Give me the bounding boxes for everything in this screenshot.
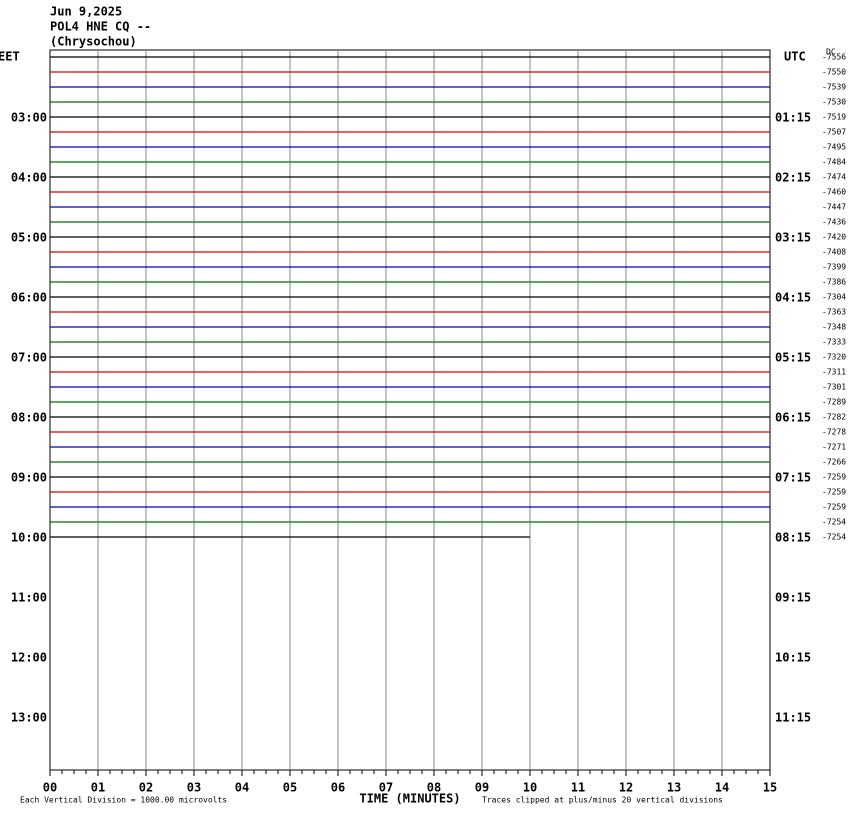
right-axis-label: 10:15 xyxy=(775,651,811,665)
offset-label: -7436 xyxy=(822,218,846,227)
x-tick-label: 12 xyxy=(619,781,633,795)
offset-label: -7460 xyxy=(822,188,846,197)
x-tick-label: 02 xyxy=(139,781,153,795)
left-axis-label: 05:00 xyxy=(11,231,47,245)
x-tick-label: 11 xyxy=(571,781,585,795)
left-axis-label: 06:00 xyxy=(11,291,47,305)
right-axis-label: 07:15 xyxy=(775,471,811,485)
x-tick-label: 13 xyxy=(667,781,681,795)
x-tick-label: 09 xyxy=(475,781,489,795)
clip-note: Traces clipped at plus/minus 20 vertical… xyxy=(482,796,723,805)
left-axis-label: 07:00 xyxy=(11,351,47,365)
offset-label: -7259 xyxy=(822,473,846,482)
left-axis-label: 09:00 xyxy=(11,471,47,485)
right-axis-label: 03:15 xyxy=(775,231,811,245)
date: Jun 9,2025 xyxy=(50,5,122,19)
x-tick-label: 15 xyxy=(763,781,777,795)
left-axis-label: 03:00 xyxy=(11,111,47,125)
scale-note: Each Vertical Division = 1000.00 microvo… xyxy=(20,796,227,805)
plot-frame xyxy=(49,49,771,771)
left-axis-label: 04:00 xyxy=(11,171,47,185)
offset-label: -7282 xyxy=(822,413,846,422)
offset-label: -7386 xyxy=(822,278,846,287)
offset-label: -7550 xyxy=(822,68,846,77)
offset-label: -7408 xyxy=(822,248,846,257)
x-tick-label: 10 xyxy=(523,781,537,795)
right-axis-label: 09:15 xyxy=(775,591,811,605)
offset-label: -7304 xyxy=(822,293,846,302)
x-tick-label: 01 xyxy=(91,781,105,795)
x-tick-label: 03 xyxy=(187,781,201,795)
x-tick-label: 14 xyxy=(715,781,729,795)
left-axis-title: EET xyxy=(0,50,20,64)
offset-label: -7348 xyxy=(822,323,846,332)
offset-label: -7556 xyxy=(822,53,846,62)
offset-label: -7495 xyxy=(822,143,846,152)
left-axis-label: 12:00 xyxy=(11,651,47,665)
x-tick-label: 04 xyxy=(235,781,249,795)
left-axis-label: 13:00 xyxy=(11,711,47,725)
right-axis-label: 05:15 xyxy=(775,351,811,365)
offset-label: -7399 xyxy=(822,263,846,272)
right-axis-label: 08:15 xyxy=(775,531,811,545)
x-tick-label: 06 xyxy=(331,781,345,795)
offset-label: -7320 xyxy=(822,353,846,362)
left-axis-label: 10:00 xyxy=(11,531,47,545)
x-tick-label: 07 xyxy=(379,781,393,795)
offset-label: -7254 xyxy=(822,533,846,542)
station: POL4 HNE CQ -- xyxy=(50,20,151,34)
offset-label: -7363 xyxy=(822,308,846,317)
right-axis-label: 11:15 xyxy=(775,711,811,725)
offset-label: -7507 xyxy=(822,128,846,137)
right-axis-label: 04:15 xyxy=(775,291,811,305)
offset-label: -7539 xyxy=(822,83,846,92)
offset-label: -7530 xyxy=(822,98,846,107)
x-tick-label: 00 xyxy=(43,781,57,795)
offset-label: -7447 xyxy=(822,203,846,212)
offset-label: -7301 xyxy=(822,383,846,392)
dc-label: DC xyxy=(826,48,836,57)
offset-label: -7259 xyxy=(822,488,846,497)
offset-label: -7519 xyxy=(822,113,846,122)
offset-label: -7254 xyxy=(822,518,846,527)
offset-label: -7420 xyxy=(822,233,846,242)
offset-label: -7311 xyxy=(822,368,846,377)
x-tick-label: 05 xyxy=(283,781,297,795)
left-axis-label: 08:00 xyxy=(11,411,47,425)
offset-label: -7484 xyxy=(822,158,846,167)
location: (Chrysochou) xyxy=(50,35,137,49)
offset-label: -7271 xyxy=(822,443,846,452)
offset-label: -7333 xyxy=(822,338,846,347)
x-tick-label: 08 xyxy=(427,781,441,795)
x-title: TIME (MINUTES) xyxy=(359,792,460,806)
offset-label: -7259 xyxy=(822,503,846,512)
left-axis-label: 11:00 xyxy=(11,591,47,605)
right-axis-label: 06:15 xyxy=(775,411,811,425)
right-axis-label: 01:15 xyxy=(775,111,811,125)
offset-label: -7289 xyxy=(822,398,846,407)
offset-label: -7278 xyxy=(822,428,846,437)
offset-label: -7266 xyxy=(822,458,846,467)
right-axis-title: UTC xyxy=(784,50,806,64)
right-axis-label: 02:15 xyxy=(775,171,811,185)
offset-label: -7474 xyxy=(822,173,846,182)
